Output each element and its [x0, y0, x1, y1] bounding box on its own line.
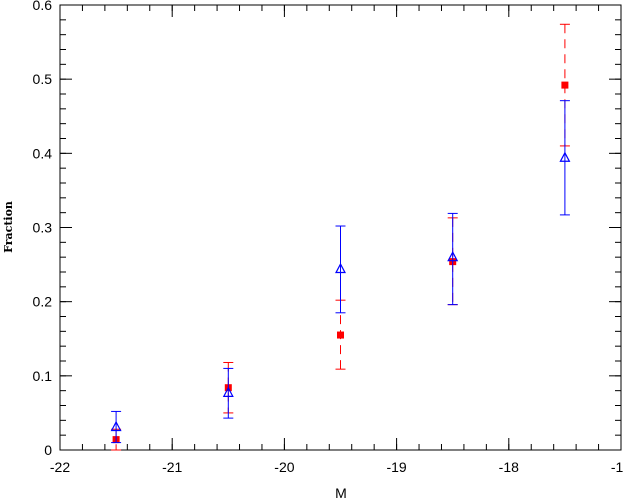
data-series [110, 23, 571, 451]
data-point-square [337, 331, 344, 339]
x-tick-label: -22 [50, 459, 70, 475]
y-tick-label: 0.3 [33, 220, 53, 236]
data-point-triangle [222, 386, 234, 397]
y-tick-label: 0.5 [33, 71, 53, 87]
data-point-triangle [559, 151, 571, 162]
x-tick-label: -21 [162, 459, 182, 475]
data-point-triangle [110, 420, 122, 432]
x-tick-label: -17 [611, 459, 624, 475]
series-2 [110, 100, 571, 444]
data-point-square [561, 81, 569, 89]
y-tick-label: 0.4 [33, 145, 53, 161]
y-tick-label: 0 [44, 442, 52, 458]
y-tick-label: 0.1 [33, 368, 53, 384]
y-tick-label: 0.6 [33, 0, 53, 13]
x-tick-label: -18 [499, 459, 519, 475]
y-tick-label: 0.2 [33, 294, 53, 310]
data-point-triangle [335, 262, 346, 274]
x-axis-label: M [335, 485, 347, 501]
data-point-triangle [447, 250, 459, 262]
x-tick-label: -20 [274, 459, 294, 475]
x-tick-label: -19 [386, 459, 406, 475]
y-axis-label: Fraction [2, 201, 15, 253]
axis-ticks: -22 -21 -20 -19 -18 -17 0 0.1 0.2 0.3 0.4 0.5 0.6 [33, 0, 624, 475]
